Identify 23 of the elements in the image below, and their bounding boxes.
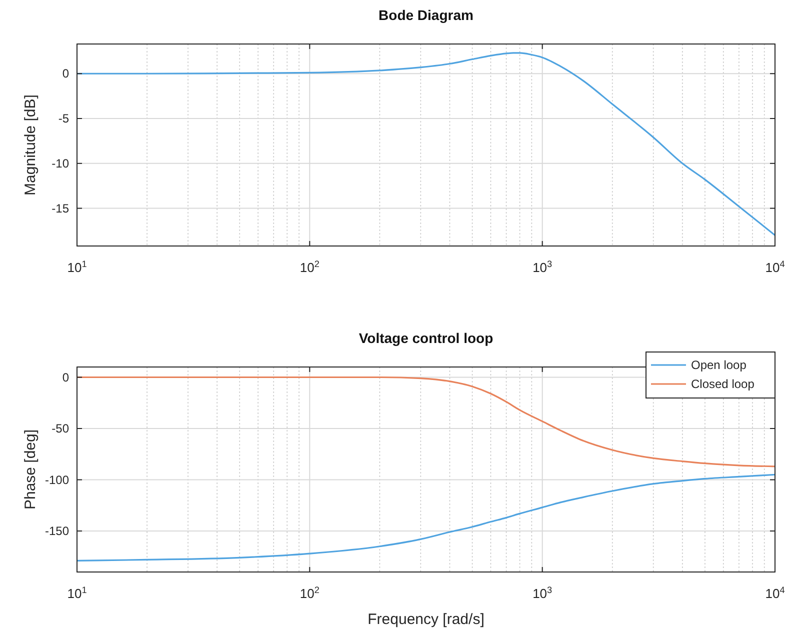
x-axis-title: Frequency [rad/s] (368, 611, 484, 628)
y-tick-label: 0 (62, 66, 70, 81)
y-tick-label: -50 (52, 422, 70, 436)
y-tick-label: -100 (44, 472, 70, 487)
chart-title: Voltage control loop (358, 330, 494, 346)
x-tick-label: 10$^{2}$ (300, 259, 320, 275)
x-tick-label: 10$^{3}$ (532, 259, 552, 275)
y-tick-label: -10 (52, 156, 70, 170)
x-tick-label: 10$^{1}$ (67, 585, 87, 601)
x-tick-label: 10$^{4}$ (765, 259, 785, 275)
y-axis-title: Phase [deg] (22, 429, 39, 510)
x-tick-label: 10$^{2}$ (300, 585, 320, 601)
x-tick-label: 10$^{1}$ (67, 259, 87, 275)
x-tick-label: 10$^{4}$ (765, 585, 785, 601)
legend-label: Open loop (691, 358, 747, 372)
y-tick-label: 0 (62, 370, 70, 384)
x-tick-label: 10$^{3}$ (532, 585, 552, 601)
chart-title: Bode Diagram (378, 7, 474, 23)
legend-label: Closed loop (691, 377, 755, 391)
y-tick-label: -5 (58, 112, 70, 126)
y-axis-title: Magnitude [dB] (22, 94, 39, 196)
y-tick-label: -150 (44, 524, 70, 538)
y-tick-label: -15 (52, 201, 70, 216)
